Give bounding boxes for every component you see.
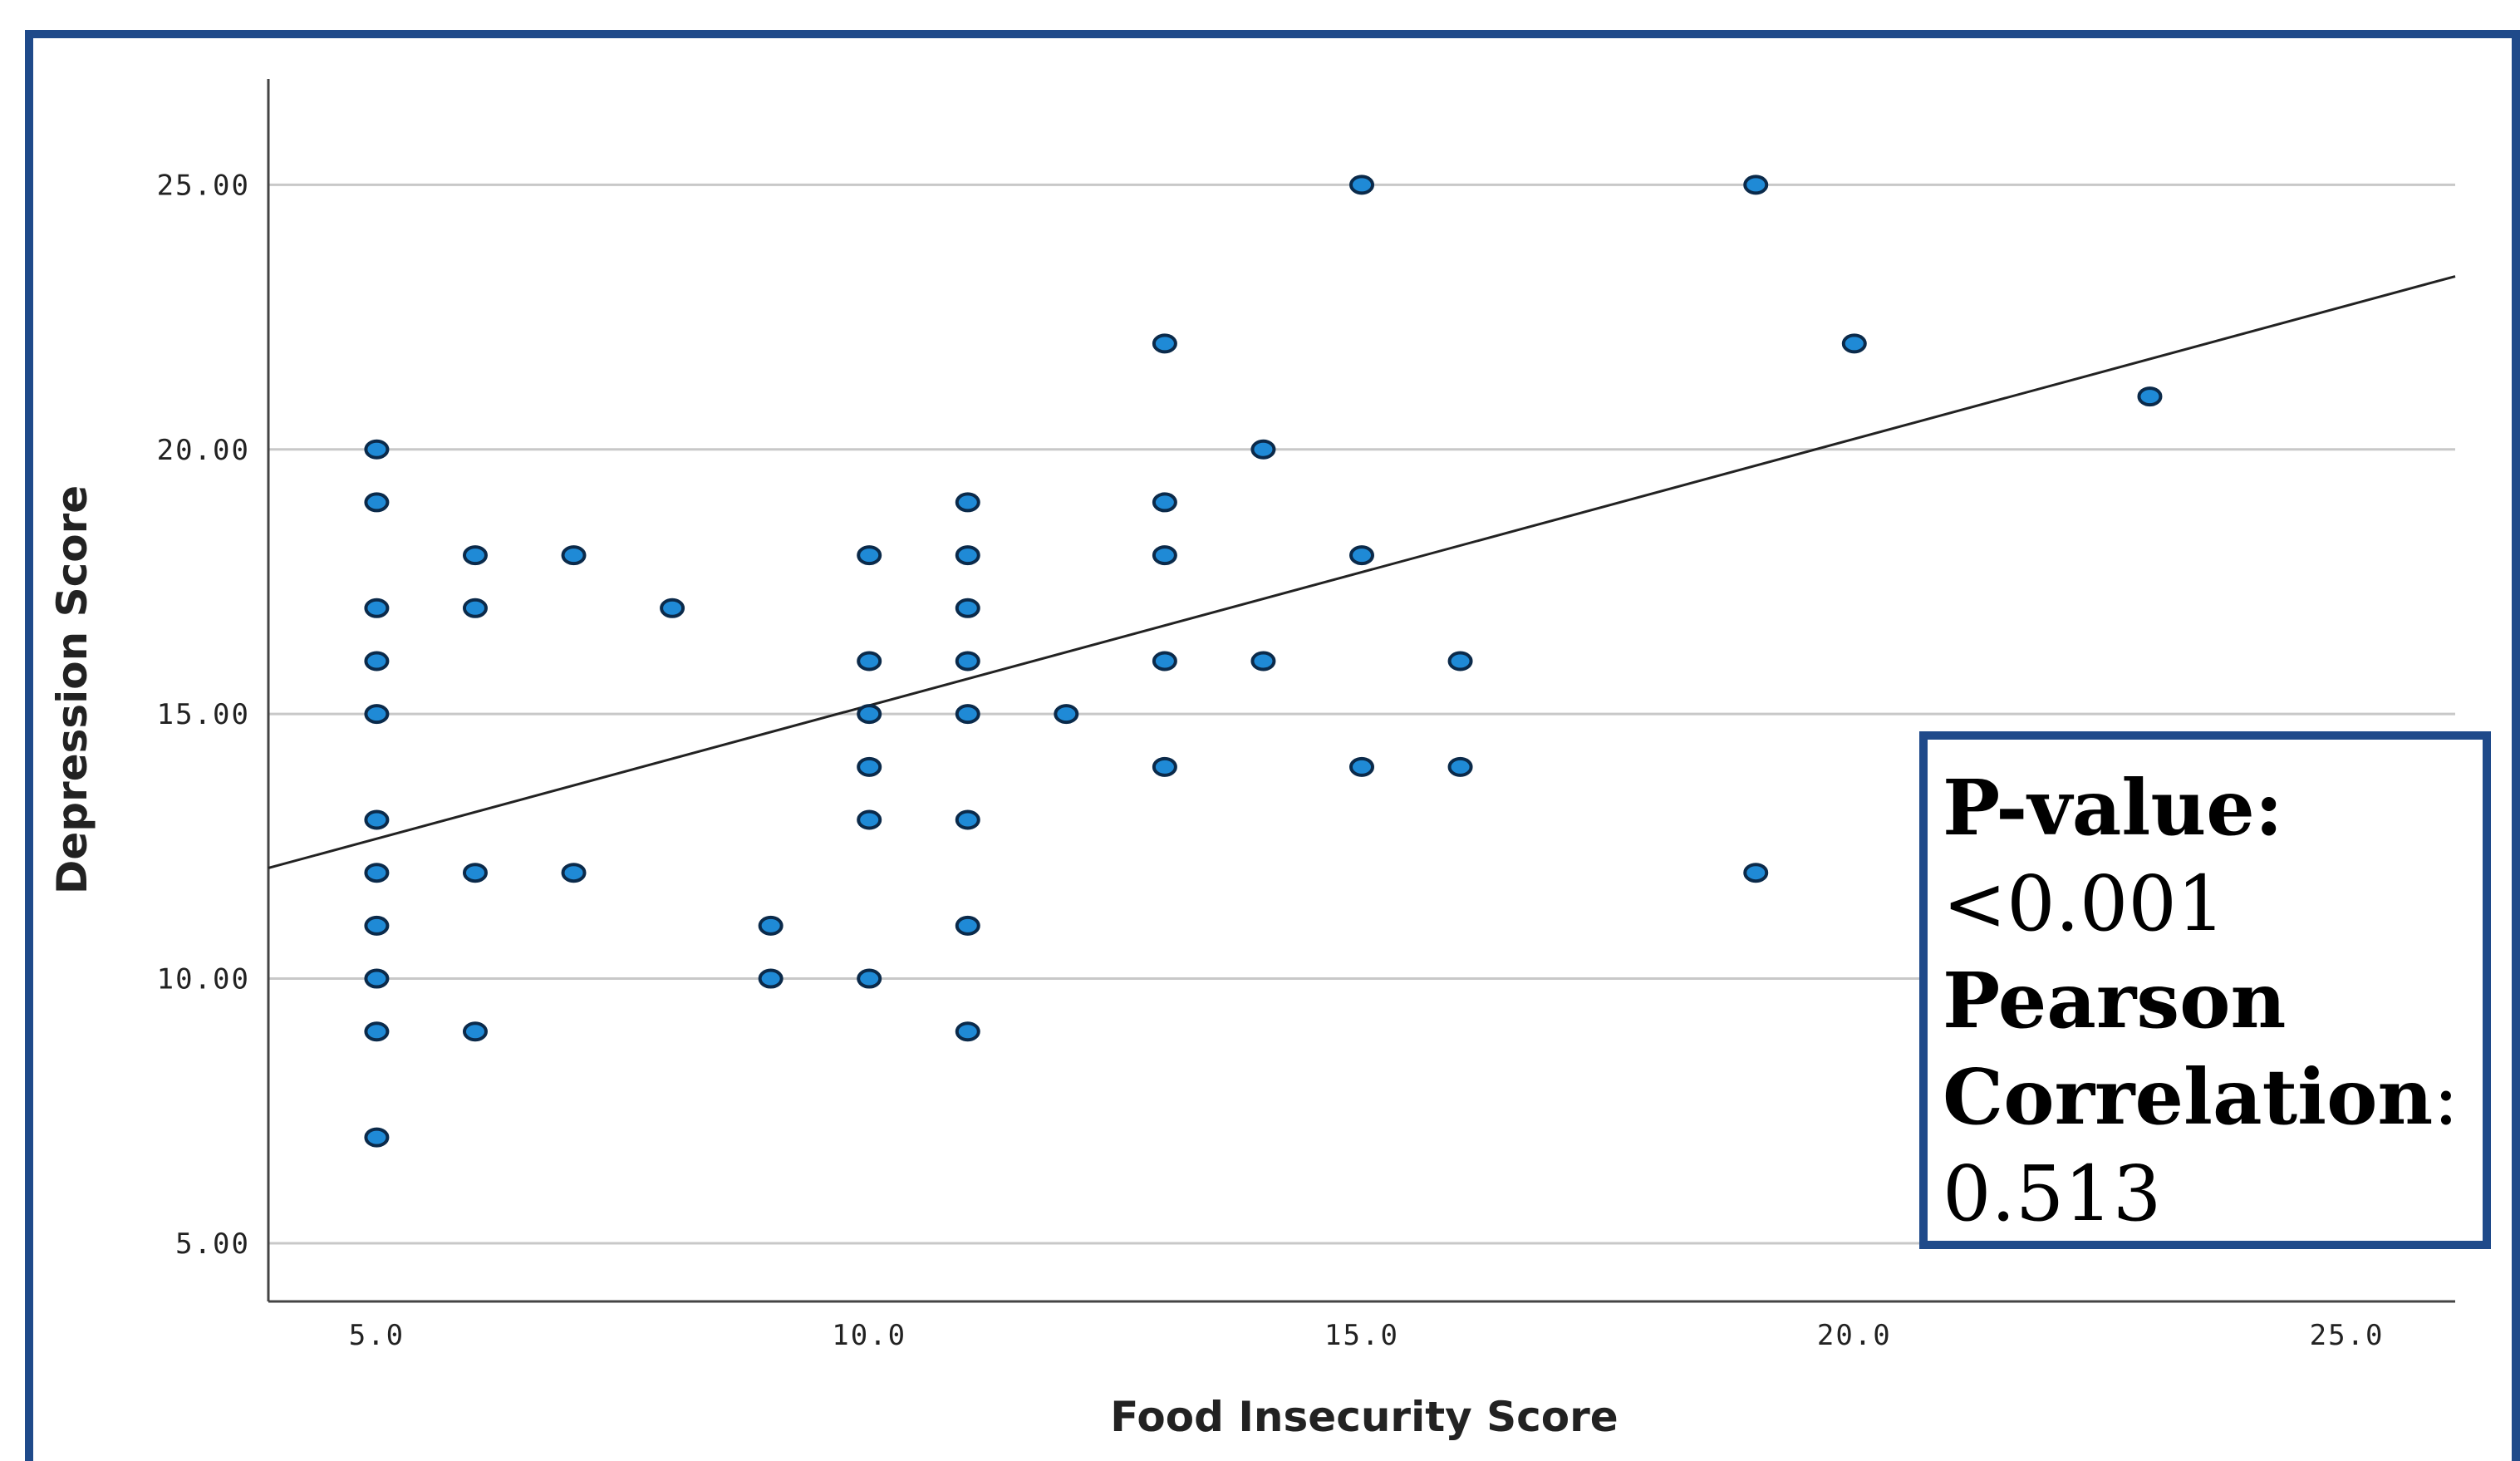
correlation-colon: : [2433, 1053, 2459, 1142]
correlation-label-word: Correlation [1943, 1052, 2434, 1142]
data-point [955, 545, 980, 566]
data-point [955, 809, 980, 830]
data-point [364, 1127, 390, 1148]
data-point [1743, 863, 1769, 883]
x-tick-label: 20.0 [1817, 1319, 1892, 1352]
data-point [857, 651, 882, 671]
data-point [1250, 651, 1276, 671]
data-point [364, 439, 390, 460]
x-axis-title: Food Insecurity Score [1110, 1393, 1618, 1441]
data-point [1349, 756, 1374, 777]
data-point [364, 492, 390, 513]
data-point [364, 704, 390, 725]
outer-frame [25, 30, 2520, 1461]
data-point [955, 651, 980, 671]
y-tick-label: 20.00 [157, 434, 250, 467]
y-tick-label: 25.00 [157, 169, 250, 202]
data-point [364, 915, 390, 936]
y-tick-label: 15.00 [157, 698, 250, 731]
data-point [364, 863, 390, 883]
data-point [1743, 175, 1769, 195]
y-tick-label: 5.00 [175, 1227, 250, 1261]
y-axis-title: Depression Score [48, 485, 96, 894]
data-point [1152, 756, 1177, 777]
axes [267, 79, 2455, 1303]
data-point [561, 545, 587, 566]
p-value: <0.001 [1943, 859, 2226, 948]
data-point [462, 545, 488, 566]
x-tick-label: 5.0 [349, 1319, 405, 1352]
data-point [1152, 545, 1177, 566]
data-point [955, 492, 980, 513]
data-point [1447, 756, 1473, 777]
outer-frame-right-edge [2512, 30, 2520, 1461]
data-points [364, 175, 2163, 1148]
data-point [1054, 704, 1079, 725]
data-point [857, 809, 882, 830]
data-point [364, 598, 390, 618]
data-point [364, 651, 390, 671]
p-value-label: P-value: [1943, 763, 2283, 853]
data-point [857, 968, 882, 989]
data-point [857, 704, 882, 725]
correlation-value: 0.513 [1943, 1149, 2162, 1238]
data-point [462, 1021, 488, 1042]
data-point [660, 598, 685, 618]
data-point [462, 598, 488, 618]
data-point [1152, 651, 1177, 671]
data-point [955, 704, 980, 725]
data-point [561, 863, 587, 883]
data-point [758, 915, 784, 936]
data-point [1841, 333, 1867, 354]
data-point [857, 756, 882, 777]
data-point [857, 545, 882, 566]
correlation-label-line1: Pearson [1943, 956, 2287, 1045]
data-point [1152, 492, 1177, 513]
x-tick-label: 25.0 [2310, 1319, 2385, 1352]
data-point [2137, 386, 2163, 407]
data-point [1152, 333, 1177, 354]
data-point [955, 598, 980, 618]
data-point [1250, 439, 1276, 460]
data-point [1349, 545, 1374, 566]
x-tick-label: 10.0 [832, 1319, 906, 1352]
data-point [1349, 175, 1374, 195]
data-point [364, 809, 390, 830]
statistics-box: P-value: <0.001 Pearson Correlation: 0.5… [1919, 731, 2491, 1249]
data-point [955, 915, 980, 936]
data-point [758, 968, 784, 989]
x-tick-label: 15.0 [1324, 1319, 1399, 1352]
data-point [462, 863, 488, 883]
y-tick-label: 10.00 [157, 963, 250, 996]
data-point [955, 1021, 980, 1042]
correlation-label-line2: Correlation: [1943, 1049, 2468, 1146]
tick-labels: 5.00 10.00 15.00 20.00 25.00 5.0 10.0 15.0 20.0 2… [157, 169, 2385, 1352]
data-point [364, 968, 390, 989]
regression-line [268, 275, 2456, 869]
data-point [364, 1021, 390, 1042]
data-point [1447, 651, 1473, 671]
